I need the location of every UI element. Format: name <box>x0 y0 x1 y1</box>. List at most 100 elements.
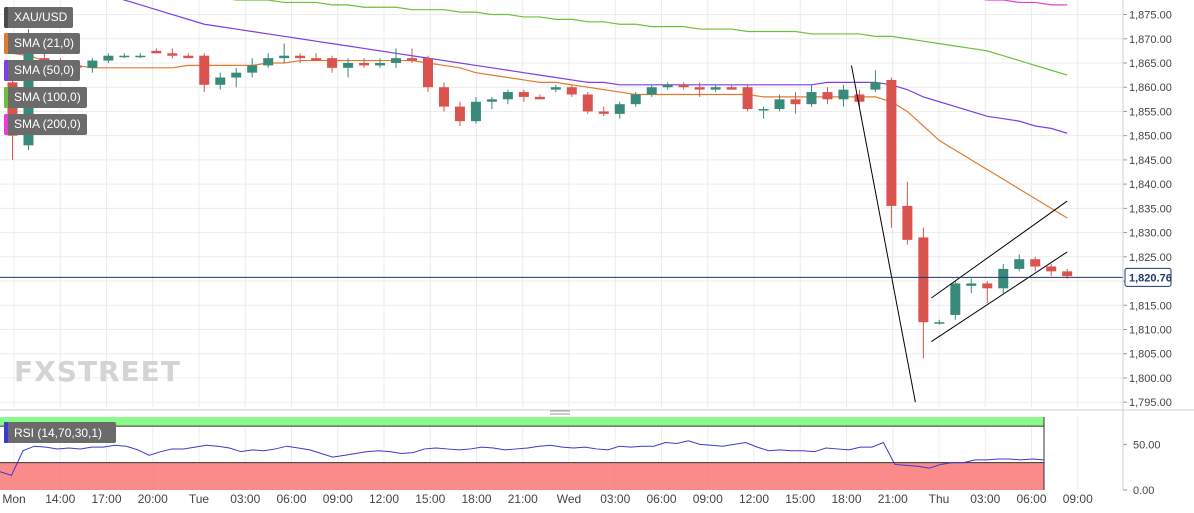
legend-sma-50[interactable]: SMA (50,0) <box>4 60 81 81</box>
y-tick-label: 1,815.00 <box>1129 300 1172 312</box>
y-tick-label: 1,860.00 <box>1129 82 1172 94</box>
y-tick-label: 1,840.00 <box>1129 179 1172 191</box>
candle-body <box>982 283 993 289</box>
candle-body <box>582 94 593 112</box>
legend-sma-100-label: SMA (100,0) <box>14 90 81 104</box>
x-tick-label: 14:00 <box>45 492 75 506</box>
candle-body <box>870 82 881 90</box>
legend-symbol[interactable]: XAU/USD <box>4 7 74 28</box>
candle-body <box>678 84 689 88</box>
x-tick-label: Mon <box>2 492 25 506</box>
candle-body <box>391 58 402 63</box>
candle-body <box>151 50 162 54</box>
candle-body <box>566 87 577 95</box>
trendline <box>931 200 1068 299</box>
candle-body <box>103 55 114 61</box>
candle-body <box>918 237 929 323</box>
rsi-overbought-zone <box>0 417 1044 427</box>
x-tick-label: 20:00 <box>138 492 168 506</box>
candle-body <box>822 92 833 100</box>
x-tick-label: 03:00 <box>970 492 1000 506</box>
legend-sma-100-swatch <box>4 87 8 108</box>
last-price-label: 1,820.76 <box>1129 272 1172 284</box>
candle-body <box>726 87 737 90</box>
y-tick-label: 1,855.00 <box>1129 106 1172 118</box>
x-tick-label: 12:00 <box>739 492 769 506</box>
legend-sma-200-swatch <box>4 114 8 135</box>
candle-body <box>534 96 545 100</box>
x-tick-label: 21:00 <box>508 492 538 506</box>
rsi-y-tick-label: 0.00 <box>1133 485 1154 497</box>
sma-line-3 <box>232 0 1068 76</box>
candle-body <box>998 268 1009 289</box>
legend-sma-21[interactable]: SMA (21,0) <box>4 33 81 54</box>
candle-body <box>231 72 242 78</box>
candle-body <box>694 87 705 90</box>
x-tick-label: 17:00 <box>91 492 121 506</box>
candle-body <box>454 106 465 122</box>
candle-body <box>247 65 258 73</box>
candle-body <box>630 94 641 105</box>
legend-sma-100[interactable]: SMA (100,0) <box>4 87 87 108</box>
candle-body <box>598 111 609 114</box>
last-price-badge <box>1124 267 1172 287</box>
x-tick-label: Wed <box>557 492 581 506</box>
x-tick-label: 18:00 <box>831 492 861 506</box>
y-tick-label: 1,870.00 <box>1129 34 1172 46</box>
x-tick-label: 18:00 <box>461 492 491 506</box>
fxstreet-watermark: FXSTREET <box>14 355 181 388</box>
candle-body <box>486 99 497 102</box>
legend-sma-200[interactable]: SMA (200,0) <box>4 114 87 135</box>
candle-body <box>375 62 386 66</box>
y-tick-label: 1,875.00 <box>1129 10 1172 22</box>
candle-body <box>742 87 753 110</box>
x-tick-label: Tue <box>189 492 210 506</box>
trendline <box>850 65 916 403</box>
candle-body <box>550 87 561 90</box>
candle-body <box>199 55 210 85</box>
y-tick-label: 1,825.00 <box>1129 252 1172 264</box>
candle-body <box>87 60 98 68</box>
x-tick-label: 06:00 <box>646 492 676 506</box>
y-tick-label: 1,830.00 <box>1129 228 1172 240</box>
candle-body <box>646 87 657 95</box>
candle-body <box>215 77 226 85</box>
candle-body <box>422 58 433 88</box>
legend-symbol-label: XAU/USD <box>14 10 68 24</box>
legend-sma-21-label: SMA (21,0) <box>14 36 75 50</box>
y-tick-label: 1,865.00 <box>1129 58 1172 70</box>
rsi-label-bg <box>4 422 116 443</box>
y-tick-label: 1,845.00 <box>1129 155 1172 167</box>
x-tick-label: 06:00 <box>1016 492 1046 506</box>
candle-body <box>7 82 18 136</box>
x-tick-label: 15:00 <box>415 492 445 506</box>
candle-body <box>438 87 449 107</box>
candle-body <box>806 92 817 105</box>
x-tick-label: 09:00 <box>693 492 723 506</box>
candle-body <box>838 89 849 100</box>
x-tick-label: 12:00 <box>369 492 399 506</box>
candle-body <box>407 58 417 61</box>
candle-body <box>614 104 625 114</box>
x-tick-label: 03:00 <box>230 492 260 506</box>
watermark-fx: FX <box>14 355 57 388</box>
rsi-oversold-zone <box>0 462 1044 490</box>
legend-sma-200-label: SMA (200,0) <box>14 117 81 131</box>
candle-body <box>902 205 913 240</box>
candle-body <box>662 84 673 88</box>
candle-body <box>183 55 194 59</box>
candle-body <box>119 55 130 58</box>
candle-body <box>135 55 146 58</box>
legend-sma-50-swatch <box>4 60 8 81</box>
candle-body <box>966 283 977 286</box>
candle-body <box>518 92 529 97</box>
candle-body <box>327 58 338 68</box>
price-panel-bg <box>0 0 1123 407</box>
candle-body <box>279 55 290 59</box>
x-tick-label: 09:00 <box>323 492 353 506</box>
candle-body <box>1062 271 1073 277</box>
x-tick-label: 09:00 <box>1063 492 1093 506</box>
x-tick-label: 03:00 <box>600 492 630 506</box>
x-tick-label: 15:00 <box>785 492 815 506</box>
